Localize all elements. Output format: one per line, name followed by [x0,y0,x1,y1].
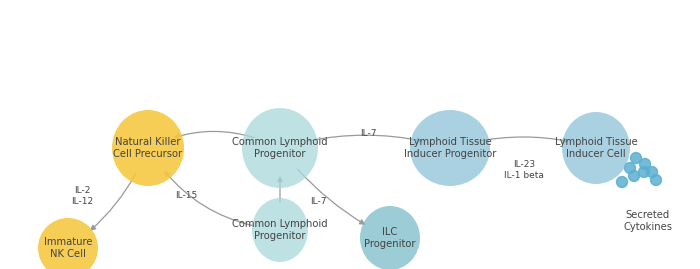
Ellipse shape [562,112,630,184]
Ellipse shape [38,218,98,269]
Circle shape [638,167,650,178]
Text: Natural Killer
Cell Precursor: Natural Killer Cell Precursor [113,137,183,159]
Text: Lymphoid Tissue
Inducer Progenitor: Lymphoid Tissue Inducer Progenitor [404,137,496,159]
Ellipse shape [112,110,184,186]
Text: Secreted
Cytokines: Secreted Cytokines [624,210,673,232]
Text: Common Lymphoid
Progenitor: Common Lymphoid Progenitor [232,219,328,241]
Text: IL-2
IL-12: IL-2 IL-12 [71,186,93,206]
Ellipse shape [242,108,318,188]
Circle shape [624,162,636,174]
Circle shape [631,153,641,164]
Text: IL-15: IL-15 [175,192,197,200]
Text: Lymphoid Tissue
Inducer Cell: Lymphoid Tissue Inducer Cell [554,137,638,159]
Circle shape [640,158,650,169]
Text: ILC
Progenitor: ILC Progenitor [364,227,416,249]
Text: IL-7: IL-7 [309,197,326,207]
Ellipse shape [252,198,308,262]
Circle shape [617,176,627,187]
Text: IL-23
IL-1 beta: IL-23 IL-1 beta [504,160,544,180]
Text: IL-7: IL-7 [360,129,377,139]
Text: Common Lymphoid
Progenitor: Common Lymphoid Progenitor [232,137,328,159]
Ellipse shape [360,206,420,269]
Circle shape [629,171,640,182]
Circle shape [650,175,662,186]
Text: Immature
NK Cell: Immature NK Cell [43,237,92,259]
Ellipse shape [410,110,490,186]
Circle shape [647,167,657,178]
